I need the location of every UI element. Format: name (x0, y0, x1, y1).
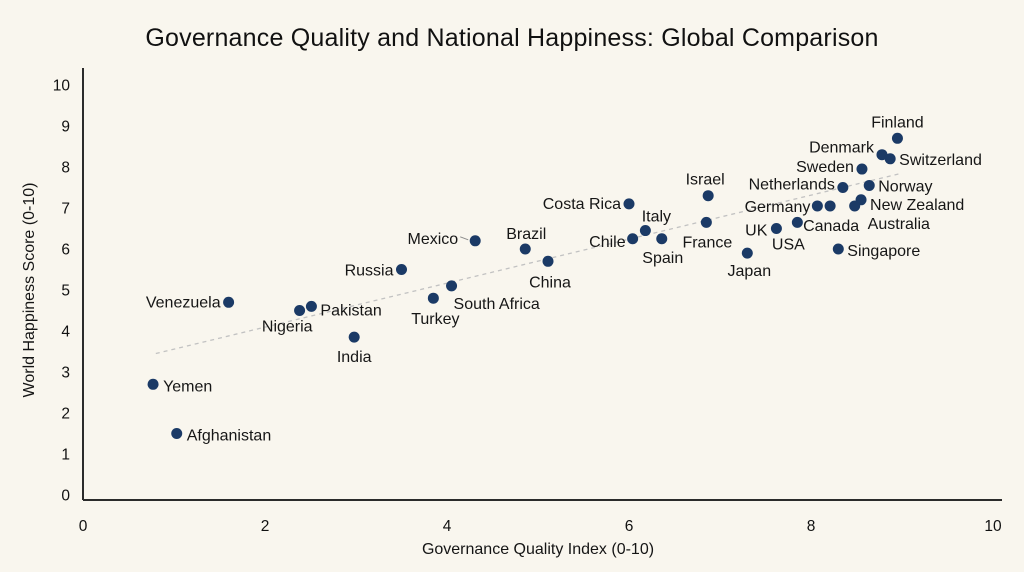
data-point-finland (891, 132, 903, 144)
data-point-china (542, 255, 554, 267)
y-tick-3: 3 (61, 365, 70, 382)
point-label-singapore: Singapore (847, 243, 920, 260)
point-label-denmark: Denmark (809, 140, 875, 157)
data-point-yemen (147, 378, 159, 390)
point-label-afghanistan: Afghanistan (187, 428, 272, 445)
data-point-norway (863, 179, 875, 191)
point-label-netherlands: Netherlands (749, 177, 835, 194)
data-point-japan (741, 247, 753, 259)
data-point-south-africa (446, 280, 458, 292)
data-point-turkey (427, 292, 439, 304)
point-label-pakistan: Pakistan (320, 302, 381, 319)
tick-labels: 0 1 2 3 4 5 6 7 8 9 10 0 2 4 6 8 10 (53, 78, 1002, 536)
point-label-japan: Japan (728, 263, 772, 280)
data-point-india (348, 331, 360, 343)
leader-line-mexico (460, 236, 469, 241)
x-axis-title: Governance Quality Index (0-10) (421, 541, 655, 558)
x-tick-0: 0 (79, 518, 88, 535)
point-label-switzerland: Switzerland (899, 152, 982, 169)
x-tick-6: 6 (625, 518, 634, 535)
data-point-canada (824, 200, 836, 212)
y-tick-9: 9 (61, 119, 70, 136)
point-label-russia: Russia (345, 263, 394, 280)
point-label-australia: Australia (868, 216, 930, 233)
point-label-sweden: Sweden (796, 159, 854, 176)
x-tick-10: 10 (984, 518, 1002, 535)
x-tick-2: 2 (261, 518, 270, 535)
axes (82, 68, 1002, 501)
point-label-mexico: Mexico (408, 231, 459, 248)
data-point-nigeria (294, 305, 306, 316)
point-label-venezuela: Venezuela (146, 294, 221, 311)
data-point-australia (849, 200, 861, 212)
data-point-russia (396, 264, 407, 275)
point-label-germany: Germany (745, 199, 811, 216)
data-point-switzerland (884, 153, 896, 165)
point-label-nigeria: Nigeria (262, 319, 313, 336)
data-point-germany (811, 200, 823, 212)
y-tick-2: 2 (61, 406, 70, 423)
data-point-netherlands (837, 182, 849, 193)
point-label-india: India (337, 349, 372, 366)
point-label-france: France (682, 234, 732, 251)
x-tick-4: 4 (443, 518, 452, 535)
point-label-brazil: Brazil (506, 226, 546, 243)
point-label-chile: Chile (589, 234, 626, 251)
data-point-sweden (856, 163, 868, 175)
point-label-south-africa: South Africa (454, 296, 540, 313)
data-point-brazil (519, 243, 531, 255)
point-label-canada: Canada (803, 218, 859, 235)
data-point-denmark (876, 149, 888, 161)
data-point-singapore (832, 243, 844, 255)
data-point-france (700, 216, 712, 228)
data-point-uk (770, 223, 782, 234)
point-label-turkey: Turkey (411, 311, 459, 328)
data-point-costa-rica (623, 198, 635, 210)
y-tick-0: 0 (61, 488, 70, 505)
point-label-china: China (529, 274, 571, 291)
y-tick-4: 4 (61, 324, 70, 341)
point-label-italy: Italy (642, 209, 671, 226)
y-tick-6: 6 (61, 242, 70, 259)
y-tick-5: 5 (61, 283, 70, 300)
data-point-spain (656, 233, 668, 245)
point-label-costa-rica: Costa Rica (543, 196, 621, 213)
data-point-mexico (469, 235, 481, 247)
point-label-norway: Norway (878, 178, 932, 195)
y-tick-7: 7 (61, 201, 70, 218)
data-point-afghanistan (171, 428, 183, 439)
y-tick-8: 8 (61, 160, 70, 177)
point-label-israel: Israel (686, 172, 725, 189)
point-label-finland: Finland (871, 114, 923, 131)
y-tick-1: 1 (61, 447, 70, 464)
y-tick-10: 10 (53, 78, 71, 95)
point-label-uk: UK (745, 223, 768, 240)
data-point-italy (639, 225, 651, 237)
data-point-israel (702, 190, 714, 202)
data-points: Finland Denmark Switzerland Sweden Norway Net… (146, 114, 982, 444)
point-label-yemen: Yemen (163, 378, 212, 395)
point-label-usa: USA (772, 236, 805, 253)
data-point-pakistan (305, 300, 317, 312)
x-tick-8: 8 (807, 518, 816, 535)
point-label-spain: Spain (642, 250, 683, 267)
data-point-venezuela (223, 296, 235, 308)
chart-title: Governance Quality and National Happines… (145, 24, 879, 52)
data-point-usa (791, 216, 803, 228)
y-axis-title: World Happiness Score (0-10) (21, 182, 38, 398)
data-point-chile (627, 233, 639, 245)
point-label-new-zealand: New Zealand (870, 197, 964, 214)
